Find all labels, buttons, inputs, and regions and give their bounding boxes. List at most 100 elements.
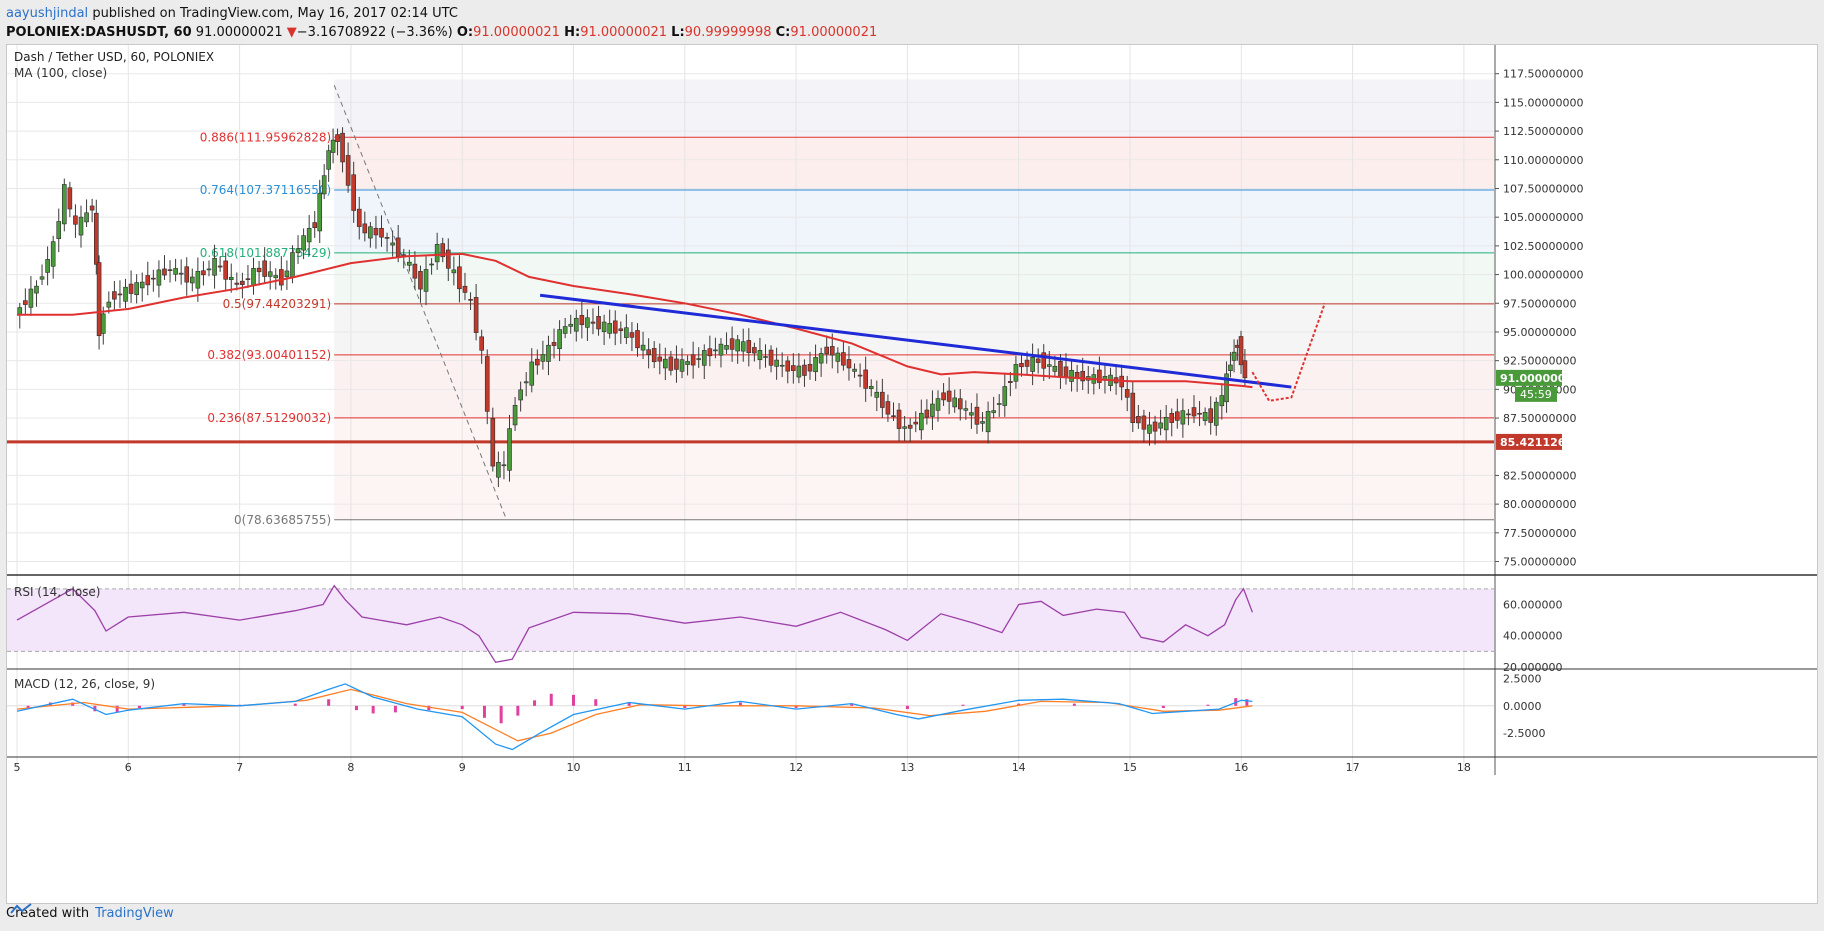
candle-bearish: [384, 237, 390, 239]
macd-histogram-bar: [182, 703, 186, 706]
ma-label: MA (100, close): [14, 66, 107, 80]
macd-histogram-bar: [627, 702, 631, 706]
candle-bullish: [134, 282, 139, 296]
moving-average-line: [17, 252, 1253, 389]
candle-bearish: [1124, 389, 1130, 398]
candle-bullish: [980, 421, 985, 424]
time-axis-label: 15: [1123, 761, 1137, 774]
candle-bullish: [189, 276, 195, 284]
candle-bearish: [802, 364, 807, 376]
candle-bearish: [234, 282, 240, 285]
candle-bullish: [601, 321, 607, 333]
last-price-tag-label: 91.00000021: [1500, 372, 1581, 385]
candle-bearish: [596, 316, 601, 330]
candle-bearish: [490, 418, 496, 467]
fib-level-label: 0.886(111.95962828): [200, 130, 332, 144]
candle-bearish: [891, 415, 896, 418]
macd-histogram-bar: [572, 694, 575, 706]
macd-histogram-bar: [327, 699, 331, 706]
candle-bullish: [624, 327, 629, 338]
candle-bullish: [568, 323, 574, 327]
price-chart[interactable]: 0.886(111.95962828) 0.764(107.37116550) 0.…: [7, 45, 1817, 903]
candle-bearish: [345, 155, 351, 186]
candle-bullish: [952, 397, 958, 408]
macd-histogram-bar: [1245, 699, 1249, 706]
candle-bearish: [841, 352, 846, 366]
candle-bearish: [957, 398, 963, 410]
fib-zone: [334, 417, 1495, 520]
macd-histogram-bar: [393, 705, 397, 713]
candle-bearish: [651, 348, 657, 362]
candle-bullish: [507, 428, 512, 471]
low-label: L:: [671, 25, 685, 40]
time-axis-label: 14: [1012, 761, 1026, 774]
candle-bullish: [774, 359, 779, 367]
publish-line: aayushjindal published on TradingView.co…: [6, 4, 877, 23]
fib-level-label: 0.382(93.00401152): [207, 348, 331, 362]
tradingview-link[interactable]: TradingView: [95, 905, 174, 921]
candle-bearish: [418, 271, 423, 290]
macd-histogram-bar: [115, 705, 119, 713]
candle-bullish: [818, 353, 824, 364]
candle-bearish: [473, 297, 479, 333]
candle-bearish: [201, 270, 206, 276]
candle-bearish: [335, 134, 340, 142]
candle-bullish: [1224, 373, 1229, 403]
candle-bullish: [529, 361, 535, 386]
rsi-axis-label: 40.000000: [1503, 630, 1563, 643]
macd-histogram-bar: [371, 705, 375, 714]
candle-bearish: [907, 424, 913, 429]
publish-header: aayushjindal published on TradingView.co…: [6, 4, 877, 44]
candle-bullish: [779, 364, 785, 367]
candle-bullish: [390, 242, 395, 246]
price-axis-label: 87.50000000: [1503, 412, 1576, 425]
candle-bullish: [173, 268, 178, 275]
price-axis-label: 112.50000000: [1503, 125, 1583, 138]
fib-level-label: 0(78.63685755): [234, 513, 331, 527]
last-price: 91.00000021: [195, 25, 283, 40]
candle-bullish: [306, 228, 312, 243]
price-axis-label: 115.00000000: [1503, 96, 1583, 109]
candle-bullish: [718, 343, 724, 356]
candle-bearish: [791, 365, 796, 371]
candle-bearish: [373, 227, 379, 236]
candle-bullish: [546, 344, 551, 362]
candle-bearish: [462, 285, 468, 293]
candle-bearish: [924, 409, 930, 418]
fib-level-label: 0.236(87.51290032): [207, 411, 331, 425]
candle-bullish: [156, 269, 162, 286]
price-axis-label: 102.50000000: [1503, 240, 1583, 253]
candle-bullish: [501, 464, 507, 467]
time-axis-label: 9: [459, 761, 466, 774]
candle-bullish: [434, 244, 440, 263]
candle-bullish: [740, 341, 746, 352]
candle-bearish: [362, 223, 368, 234]
candle-bearish: [240, 280, 245, 285]
macd-histogram-bar: [533, 700, 537, 706]
candle-bearish: [1041, 352, 1047, 369]
time-axis-label: 6: [125, 761, 132, 774]
candle-bearish: [340, 132, 345, 163]
candle-bearish: [612, 320, 618, 334]
author-link[interactable]: aayushjindal: [6, 6, 89, 21]
price-axis-label: 77.50000000: [1503, 527, 1576, 540]
candle-bullish: [991, 410, 996, 413]
candle-bearish: [668, 356, 674, 371]
time-axis-label: 7: [236, 761, 243, 774]
rsi-axis-label: 60.000000: [1503, 598, 1563, 611]
candle-bearish: [184, 266, 190, 283]
candle-bullish: [301, 235, 306, 251]
macd-signal-line: [16, 688, 1253, 742]
candle-bearish: [1024, 359, 1030, 367]
candle-bullish: [902, 426, 907, 429]
candle-bearish: [885, 401, 891, 415]
macd-histogram-bar: [137, 705, 141, 708]
candle-bearish: [941, 392, 946, 401]
candle-bullish: [284, 270, 290, 278]
candle-bullish: [1030, 357, 1035, 372]
candle-bearish: [457, 266, 462, 290]
descending-trendline: [539, 293, 1292, 389]
candle-bearish: [1191, 407, 1197, 417]
chart-container[interactable]: 0.886(111.95962828) 0.764(107.37116550) 0.…: [6, 44, 1818, 904]
candle-bullish: [585, 317, 590, 328]
